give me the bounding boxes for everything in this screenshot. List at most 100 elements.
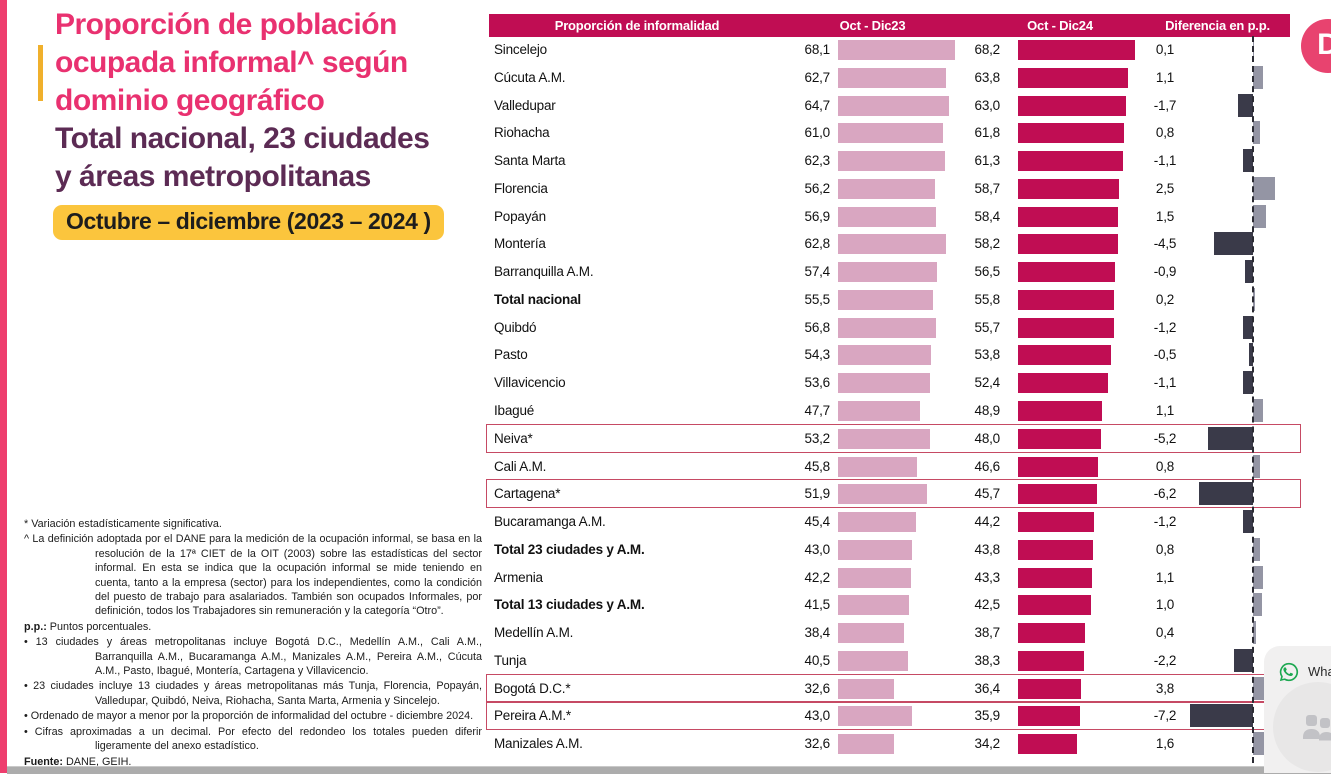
value-2024: 48,9 <box>974 403 1001 418</box>
value-2023: 62,8 <box>804 236 831 252</box>
table-row: Quibdó 56,8 55,7 -1,2 <box>489 314 1301 342</box>
value-2024: 43,3 <box>974 569 1001 585</box>
diff-bar <box>1253 176 1275 200</box>
diff-bar <box>1248 343 1253 367</box>
bar-2024 <box>1018 623 1085 644</box>
value-2023: 64,7 <box>804 97 831 113</box>
diff-value: -7,2 <box>1153 708 1177 724</box>
bar-2023 <box>838 484 928 505</box>
value-2023: 62,7 <box>804 69 831 85</box>
bar-2023 <box>838 734 895 755</box>
value-2024: 56,5 <box>974 264 1001 280</box>
bar-2024 <box>1018 512 1095 533</box>
diff-zero-axis <box>1252 36 1254 763</box>
row-label: Tunja <box>494 652 527 668</box>
whatsapp-button[interactable]: Wha <box>1278 661 1331 685</box>
column-header-2023: Oct - Dic23 <box>839 18 906 33</box>
bar-2024 <box>1018 428 1101 449</box>
highlight-box <box>486 673 1301 703</box>
diff-value: 1,6 <box>1155 736 1175 752</box>
title-block: Proporción de población ocupada informal… <box>53 6 475 240</box>
diff-bar <box>1253 593 1262 617</box>
value-2023: 51,9 <box>804 486 831 502</box>
footnote-line: p.p.: Puntos porcentuales. <box>24 620 152 633</box>
diff-bar <box>1243 149 1253 173</box>
bottom-scrollbar[interactable] <box>7 766 1331 774</box>
bar-2024 <box>1018 456 1099 477</box>
footnotes-block: * Variación estadísticamente significati… <box>24 517 482 770</box>
value-2024: 68,2 <box>974 42 1001 57</box>
value-2024: 63,8 <box>974 69 1001 85</box>
table-row: Tunja 40,5 38,3 -2,2 <box>489 647 1301 675</box>
bar-2023 <box>838 373 931 394</box>
diff-value: 1,1 <box>1155 69 1175 85</box>
bar-2023 <box>838 539 912 560</box>
bar-2023 <box>838 512 917 533</box>
value-2023: 38,4 <box>804 625 831 641</box>
diff-bar <box>1253 121 1260 145</box>
table-row: Cartagena* 51,9 45,7 -6,2 <box>486 479 1301 509</box>
row-label: Medellín A.M. <box>494 625 574 641</box>
row-label: Riohacha <box>494 125 550 141</box>
bar-2023 <box>838 428 930 449</box>
table-row: Total 13 ciudades y A.M. 41,5 42,5 1,0 <box>489 591 1301 619</box>
value-2024: 58,7 <box>974 180 1001 196</box>
page-title-line: ocupada informal^ según <box>55 46 408 79</box>
value-2024: 61,3 <box>974 153 1001 169</box>
row-label: Quibdó <box>494 319 537 335</box>
diff-bar <box>1207 426 1253 450</box>
value-2023: 43,0 <box>804 541 831 557</box>
contact-button[interactable] <box>1273 682 1331 772</box>
value-2024: 38,7 <box>974 625 1001 641</box>
value-2023: 53,6 <box>804 375 831 391</box>
bar-2023 <box>838 67 946 88</box>
table-row: Armenia 42,2 43,3 1,1 <box>489 564 1301 592</box>
value-2023: 56,8 <box>804 319 831 335</box>
value-2024: 53,8 <box>974 347 1001 363</box>
period-badge: Octubre – diciembre (2023 – 2024 ) <box>53 205 444 240</box>
diff-value: -2,2 <box>1153 652 1177 668</box>
table-row: Montería 62,8 58,2 -4,5 <box>489 230 1301 258</box>
bar-2023 <box>838 151 946 172</box>
row-label: Ibagué <box>494 403 535 418</box>
table-row: Popayán 56,9 58,4 1,5 <box>489 203 1301 231</box>
column-header-indicator: Proporción de informalidad <box>554 18 720 33</box>
diff-bar <box>1243 371 1253 395</box>
value-2023: 47,7 <box>804 403 831 418</box>
diff-bar <box>1199 482 1253 506</box>
diff-bar <box>1245 260 1253 284</box>
bar-2024 <box>1018 123 1125 144</box>
highlight-box <box>486 701 1301 731</box>
value-2024: 46,6 <box>974 458 1001 474</box>
bar-2023 <box>838 623 905 644</box>
footnote-line: • 13 ciudades y áreas metropolitanas inc… <box>24 636 482 678</box>
bar-2024 <box>1018 373 1109 394</box>
diff-bar <box>1253 537 1260 561</box>
diff-bar <box>1253 621 1257 645</box>
value-2024: 58,2 <box>974 236 1001 252</box>
bar-2023 <box>838 678 895 699</box>
highlight-box <box>486 479 1301 509</box>
diff-value: -0,5 <box>1153 347 1177 363</box>
value-2023: 56,2 <box>804 180 831 196</box>
value-2023: 56,9 <box>804 208 831 224</box>
chat-widget: Wha <box>1264 646 1331 773</box>
bar-2024 <box>1018 317 1114 338</box>
bar-2024 <box>1018 706 1080 727</box>
row-label: Sincelejo <box>494 42 547 57</box>
bar-2024 <box>1018 650 1084 671</box>
page-title-line: Proporción de población <box>55 8 397 41</box>
bar-2023 <box>838 317 936 338</box>
value-2023: 68,1 <box>804 42 831 57</box>
value-2023: 32,6 <box>804 736 831 752</box>
row-label: Montería <box>494 236 546 252</box>
bar-2024 <box>1018 289 1114 310</box>
diff-value: -1,1 <box>1153 153 1177 169</box>
table-row: Florencia 56,2 58,7 2,5 <box>489 175 1301 203</box>
value-2024: 34,2 <box>974 736 1001 752</box>
bar-2024 <box>1018 484 1097 505</box>
value-2024: 52,4 <box>974 375 1001 391</box>
value-2023: 55,5 <box>804 291 831 307</box>
diff-value: -6,2 <box>1153 486 1177 502</box>
